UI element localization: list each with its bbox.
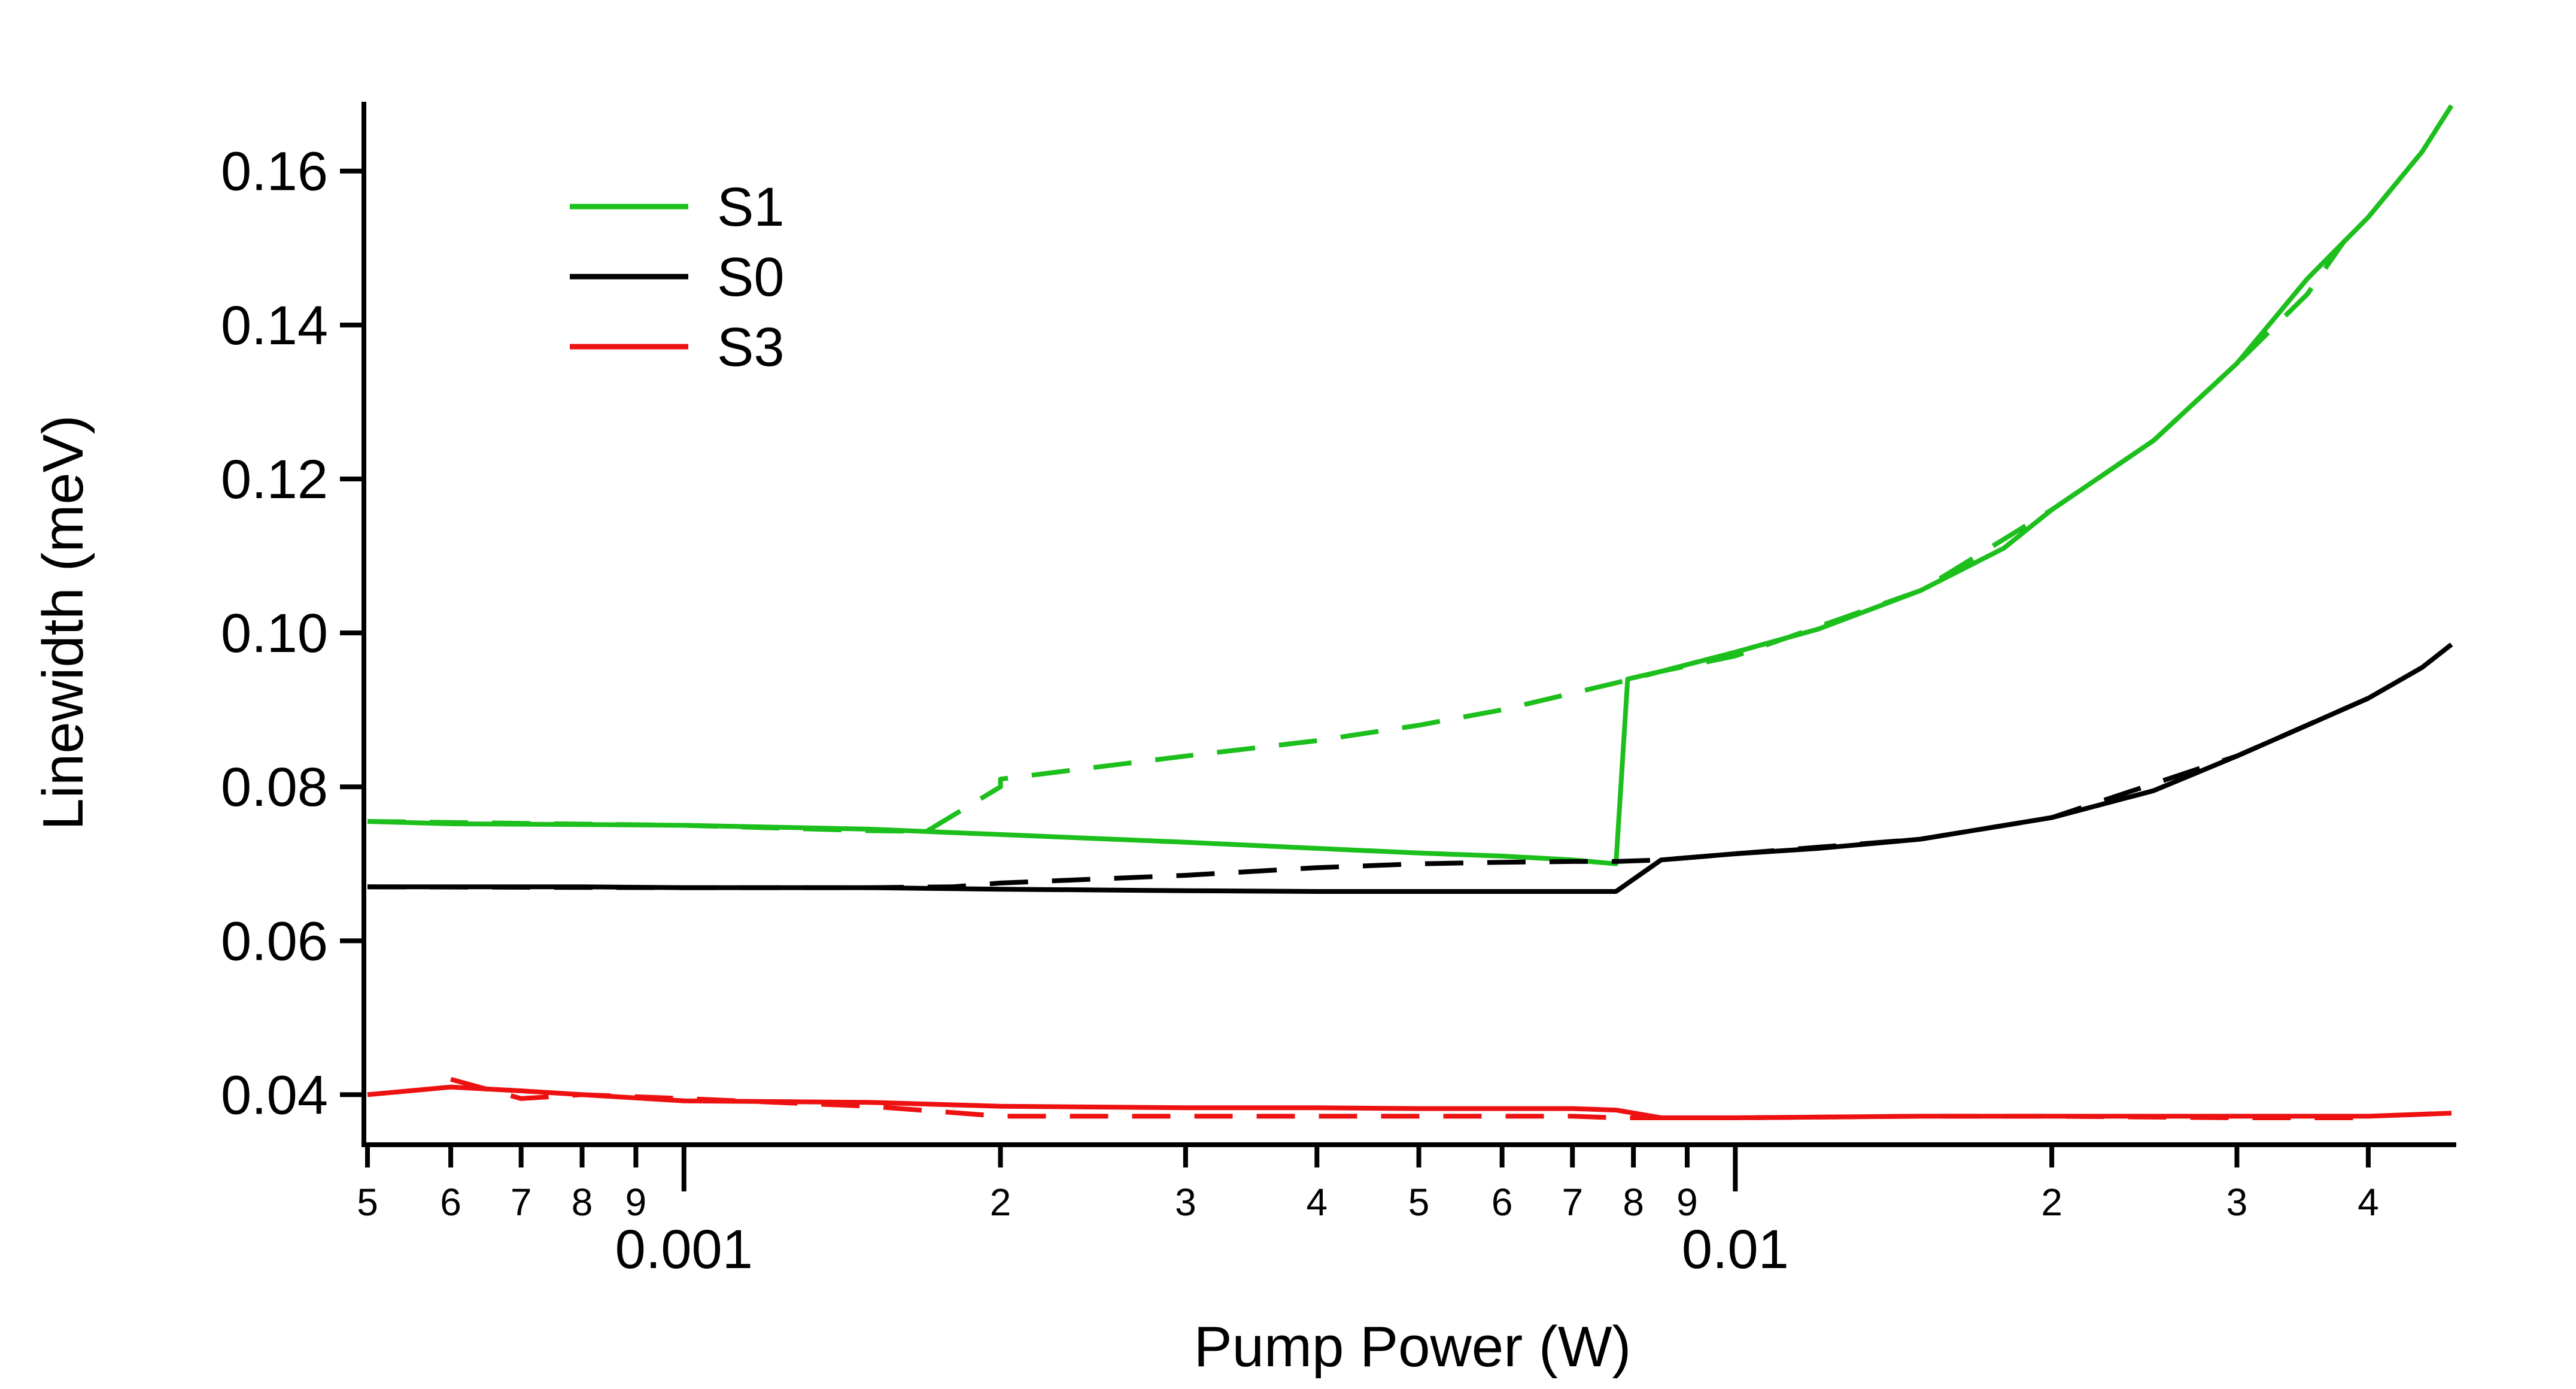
y-tick-label: 0.12: [221, 449, 328, 510]
x-minor-tick-label: 6: [1491, 1181, 1513, 1224]
x-minor-tick-label: 8: [1623, 1181, 1644, 1224]
axes: [362, 102, 2456, 1147]
series-s0-dashed: [367, 696, 2370, 890]
x-major-tick-label: 0.001: [615, 1219, 753, 1280]
series-s1-dashed: [367, 239, 2347, 834]
y-tick-label: 0.04: [221, 1065, 328, 1126]
series-layer: [367, 104, 2454, 1120]
legend: S1 S0 S3: [570, 177, 785, 378]
series-s3: [367, 1084, 2452, 1120]
x-minor-tick-label: 2: [990, 1181, 1011, 1224]
y-axis-label: Linewidth (meV): [31, 415, 95, 830]
y-tick-label: 0.16: [221, 141, 328, 202]
x-minor-tick-label: 6: [440, 1181, 461, 1224]
x-axis-label: Pump Power (W): [1194, 1315, 1632, 1379]
x-minor-tick-label: 3: [1175, 1181, 1196, 1224]
legend-label-s1: S1: [717, 177, 785, 238]
x-minor-tick-label: 2: [2041, 1181, 2062, 1224]
x-minor-tick-label: 3: [2226, 1181, 2248, 1224]
x-minor-tick-label: 9: [625, 1181, 647, 1224]
y-tick-label: 0.08: [221, 757, 328, 818]
x-minor-tick-label: 7: [1562, 1181, 1583, 1224]
x-minor-tick-label: 5: [357, 1181, 378, 1224]
x-minor-tick-label: 8: [572, 1181, 593, 1224]
x-minor-tick-label: 7: [511, 1181, 532, 1224]
x-minor-tick-label: 4: [1307, 1181, 1328, 1224]
y-tick-label: 0.06: [221, 911, 328, 972]
x-minor-tick-label: 9: [1676, 1181, 1698, 1224]
y-tick-label: 0.10: [221, 603, 328, 664]
y-tick-label: 0.14: [221, 295, 328, 356]
x-minor-tick-label: 4: [2358, 1181, 2379, 1224]
y-ticks: 0.04 0.06 0.08 0.10 0.12 0.14 0.16: [221, 141, 364, 1126]
legend-label-s0: S0: [717, 247, 785, 308]
series-s3-dashed: [450, 1076, 2368, 1120]
x-minor-tick-label: 5: [1408, 1181, 1430, 1224]
legend-label-s3: S3: [717, 317, 785, 378]
x-ticks: 5 6 7 8 9 2 3 4 5 6 7 8 9 2 3 40.001 0.01: [357, 1145, 2379, 1280]
series-s1: [367, 104, 2454, 866]
x-major-tick-label: 0.01: [1682, 1219, 1789, 1280]
